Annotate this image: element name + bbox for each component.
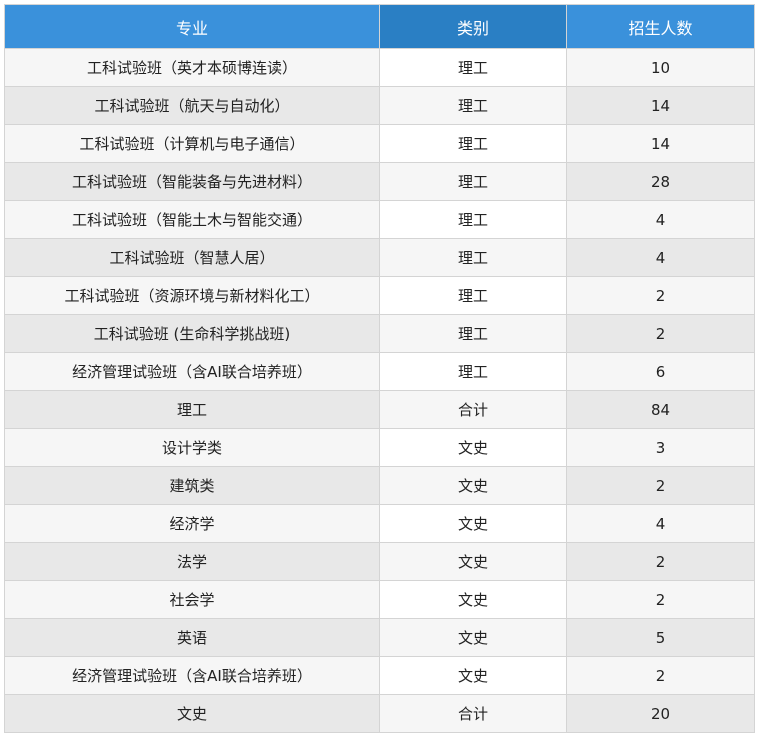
- quota-cell: 3: [566, 428, 755, 467]
- table-row: 工科试验班 (生命科学挑战班) 理工 2: [4, 314, 755, 353]
- category-cell: 文史: [379, 656, 567, 695]
- major-cell: 经济学: [4, 504, 380, 543]
- quota-cell: 2: [566, 656, 755, 695]
- major-cell: 工科试验班（计算机与电子通信）: [4, 124, 380, 163]
- table-row: 社会学 文史 2: [4, 580, 755, 619]
- major-cell: 工科试验班（智能装备与先进材料）: [4, 162, 380, 201]
- category-cell: 理工: [379, 200, 567, 239]
- major-cell: 工科试验班（航天与自动化）: [4, 86, 380, 125]
- quota-cell: 4: [566, 504, 755, 543]
- table-row: 建筑类 文史 2: [4, 466, 755, 505]
- category-cell: 文史: [379, 466, 567, 505]
- table-row: 工科试验班（英才本硕博连读） 理工 10: [4, 48, 755, 87]
- header-category: 类别: [379, 4, 567, 49]
- admission-table-container: 专业 类别 招生人数 工科试验班（英才本硕博连读） 理工 10 工科试验班（航天…: [4, 4, 755, 733]
- table-row: 法学 文史 2: [4, 542, 755, 581]
- quota-cell: 2: [566, 466, 755, 505]
- major-cell: 建筑类: [4, 466, 380, 505]
- category-cell: 文史: [379, 504, 567, 543]
- quota-cell: 14: [566, 124, 755, 163]
- major-cell: 工科试验班（资源环境与新材料化工）: [4, 276, 380, 315]
- major-cell: 工科试验班（智能土木与智能交通）: [4, 200, 380, 239]
- header-major: 专业: [4, 4, 380, 49]
- category-cell: 理工: [379, 314, 567, 353]
- quota-cell: 28: [566, 162, 755, 201]
- table-row: 经济学 文史 4: [4, 504, 755, 543]
- header-quota: 招生人数: [566, 4, 755, 49]
- quota-cell: 2: [566, 542, 755, 581]
- category-cell: 合计: [379, 694, 567, 733]
- quota-cell: 4: [566, 200, 755, 239]
- major-cell: 工科试验班（智慧人居）: [4, 238, 380, 277]
- major-cell: 英语: [4, 618, 380, 657]
- quota-cell: 10: [566, 48, 755, 87]
- category-cell: 文史: [379, 580, 567, 619]
- table-row: 经济管理试验班（含AI联合培养班） 文史 2: [4, 656, 755, 695]
- table-row: 工科试验班（航天与自动化） 理工 14: [4, 86, 755, 125]
- major-cell: 工科试验班（英才本硕博连读）: [4, 48, 380, 87]
- major-cell: 经济管理试验班（含AI联合培养班）: [4, 656, 380, 695]
- category-cell: 理工: [379, 352, 567, 391]
- major-cell: 工科试验班 (生命科学挑战班): [4, 314, 380, 353]
- major-cell: 设计学类: [4, 428, 380, 467]
- category-cell: 理工: [379, 162, 567, 201]
- category-cell: 理工: [379, 48, 567, 87]
- category-cell: 文史: [379, 542, 567, 581]
- quota-cell: 14: [566, 86, 755, 125]
- quota-cell: 2: [566, 314, 755, 353]
- table-row: 设计学类 文史 3: [4, 428, 755, 467]
- major-cell: 经济管理试验班（含AI联合培养班）: [4, 352, 380, 391]
- quota-cell: 20: [566, 694, 755, 733]
- subtotal-row: 理工 合计 84: [4, 390, 755, 429]
- major-cell: 社会学: [4, 580, 380, 619]
- category-cell: 合计: [379, 390, 567, 429]
- admission-quota-table: 专业 类别 招生人数 工科试验班（英才本硕博连读） 理工 10 工科试验班（航天…: [4, 4, 755, 733]
- subtotal-row: 文史 合计 20: [4, 694, 755, 733]
- table-row: 工科试验班（计算机与电子通信） 理工 14: [4, 124, 755, 163]
- category-cell: 理工: [379, 238, 567, 277]
- quota-cell: 5: [566, 618, 755, 657]
- table-row: 经济管理试验班（含AI联合培养班） 理工 6: [4, 352, 755, 391]
- quota-cell: 6: [566, 352, 755, 391]
- quota-cell: 2: [566, 276, 755, 315]
- quota-cell: 4: [566, 238, 755, 277]
- category-cell: 理工: [379, 124, 567, 163]
- table-header-row: 专业 类别 招生人数: [4, 4, 755, 49]
- major-cell: 法学: [4, 542, 380, 581]
- quota-cell: 2: [566, 580, 755, 619]
- category-cell: 文史: [379, 618, 567, 657]
- table-row: 工科试验班（智能装备与先进材料） 理工 28: [4, 162, 755, 201]
- quota-cell: 84: [566, 390, 755, 429]
- category-cell: 文史: [379, 428, 567, 467]
- category-cell: 理工: [379, 86, 567, 125]
- category-cell: 理工: [379, 276, 567, 315]
- major-cell: 理工: [4, 390, 380, 429]
- major-cell: 文史: [4, 694, 380, 733]
- table-row: 工科试验班（智慧人居） 理工 4: [4, 238, 755, 277]
- table-row: 工科试验班（资源环境与新材料化工） 理工 2: [4, 276, 755, 315]
- table-row: 工科试验班（智能土木与智能交通） 理工 4: [4, 200, 755, 239]
- table-row: 英语 文史 5: [4, 618, 755, 657]
